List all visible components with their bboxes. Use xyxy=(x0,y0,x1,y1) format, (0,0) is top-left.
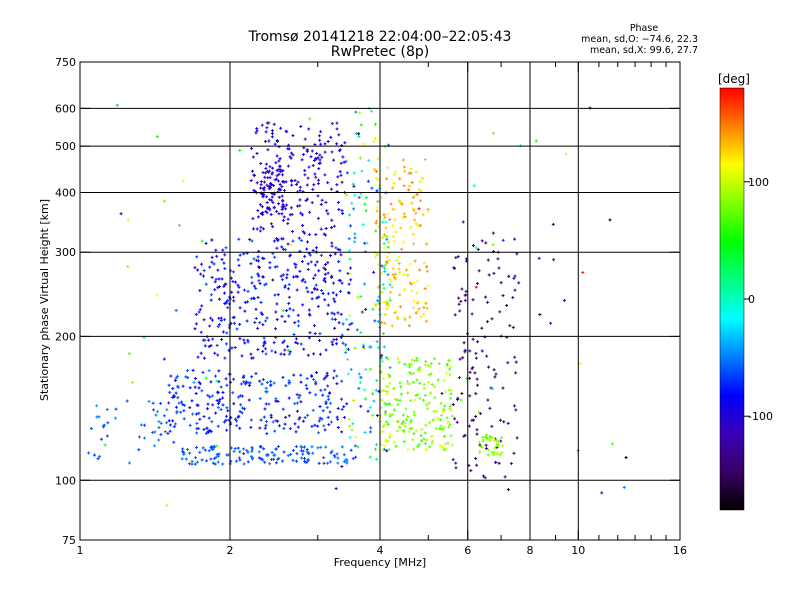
scatter-cluster xyxy=(193,237,353,360)
scatter-cluster xyxy=(477,433,505,457)
x-tick-label: 4 xyxy=(377,544,384,557)
y-tick-label: 750 xyxy=(55,56,76,69)
phase-info-o: mean, sd,O: −74.6, 22.3 xyxy=(581,34,698,45)
y-axis: 75 100 200 300 400 500 600 750 xyxy=(55,56,680,547)
x-tick-label: 10 xyxy=(571,544,585,557)
scatter-cluster xyxy=(344,106,392,461)
scatter-cluster xyxy=(103,103,628,507)
chart-subtitle: RwPretec (8p) xyxy=(331,44,429,60)
y-tick-label: 600 xyxy=(55,102,76,115)
scatter-cluster xyxy=(451,237,521,480)
x-tick-label: 6 xyxy=(464,544,471,557)
grid-lines xyxy=(80,62,680,540)
scatter-cluster xyxy=(378,356,454,452)
colorbar xyxy=(719,87,745,511)
chart-title: Tromsø 20141218 22:04:00–22:05:43 xyxy=(248,29,512,45)
colorbar-ticks: 100 0 -100 xyxy=(744,176,773,423)
y-tick-label: 75 xyxy=(62,534,76,547)
colorbar-tick-label: 100 xyxy=(748,176,769,189)
phase-info-heading: Phase xyxy=(630,23,659,34)
y-axis-label: Stationary phase Virtual Height [km] xyxy=(38,199,51,401)
scatter-points xyxy=(87,103,628,507)
colorbar-tick-label: -100 xyxy=(748,410,773,423)
y-tick-label: 100 xyxy=(55,474,76,487)
phase-info-x: mean, sd,X: 99.6, 27.7 xyxy=(590,45,698,56)
scatter-cluster xyxy=(166,368,346,436)
x-tick-label: 8 xyxy=(527,544,534,557)
colorbar-tick-label: 0 xyxy=(748,293,755,306)
x-tick-label: 2 xyxy=(227,544,234,557)
scatter-cluster xyxy=(258,161,289,216)
y-tick-label: 300 xyxy=(55,246,76,259)
x-tick-label: 1 xyxy=(77,544,84,557)
y-tick-label: 200 xyxy=(55,330,76,343)
colorbar-unit: [deg] xyxy=(718,72,750,86)
scatter-cluster xyxy=(87,399,181,465)
x-axis: 1 2 4 6 8 10 16 xyxy=(77,62,687,557)
x-axis-label: Frequency [MHz] xyxy=(334,556,426,569)
scatter-cluster xyxy=(180,444,358,466)
scatter-cluster xyxy=(373,157,430,328)
x-tick-label: 16 xyxy=(673,544,687,557)
y-tick-label: 400 xyxy=(55,186,76,199)
y-tick-label: 500 xyxy=(55,140,76,153)
